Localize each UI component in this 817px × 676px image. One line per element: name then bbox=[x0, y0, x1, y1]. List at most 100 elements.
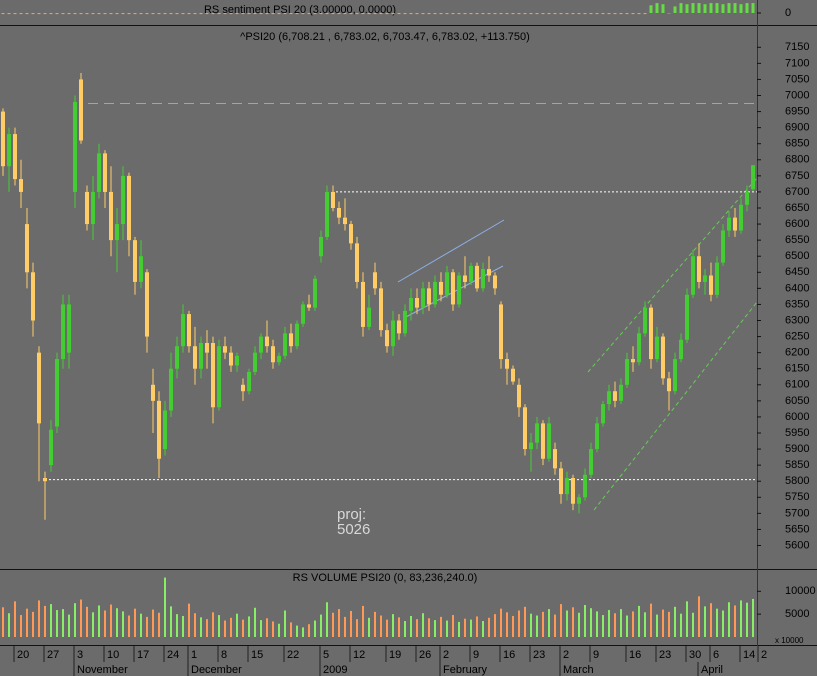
bar bbox=[728, 602, 730, 637]
bar bbox=[404, 621, 406, 637]
bar bbox=[607, 13, 611, 15]
bar bbox=[68, 614, 70, 637]
candle-body bbox=[193, 346, 197, 369]
candle-body bbox=[403, 310, 407, 334]
bar bbox=[596, 611, 598, 637]
month-label: March bbox=[563, 664, 594, 676]
bar bbox=[542, 611, 544, 637]
bar bbox=[14, 601, 16, 637]
candle-body bbox=[727, 217, 731, 231]
candle-body bbox=[91, 191, 95, 225]
y-tick-label: 5700 bbox=[785, 507, 809, 519]
candle-body bbox=[691, 256, 695, 295]
bar bbox=[488, 617, 490, 637]
annotation: proj: bbox=[337, 506, 366, 523]
candle-body bbox=[679, 339, 683, 360]
bar bbox=[356, 619, 358, 637]
bar bbox=[679, 3, 683, 13]
bar bbox=[715, 3, 719, 13]
bar bbox=[79, 13, 83, 15]
bar bbox=[398, 617, 400, 637]
x-tick-label: 14 bbox=[743, 649, 755, 661]
candle-body bbox=[97, 153, 101, 192]
candle-body bbox=[721, 230, 725, 263]
candle-body bbox=[649, 307, 653, 360]
bar bbox=[139, 13, 143, 15]
candle-body bbox=[511, 368, 515, 382]
bar bbox=[631, 13, 635, 15]
annotation: 5026 bbox=[337, 521, 370, 538]
candle-body bbox=[283, 333, 287, 356]
candle-body bbox=[541, 423, 545, 459]
x-tick-label: 5 bbox=[323, 649, 329, 661]
candle-body bbox=[709, 275, 713, 295]
candle-body bbox=[505, 359, 509, 369]
bar bbox=[452, 615, 454, 637]
bar bbox=[698, 596, 700, 637]
bar bbox=[457, 13, 461, 15]
candle-body bbox=[637, 333, 641, 363]
candle-body bbox=[49, 429, 53, 466]
bar bbox=[331, 13, 335, 15]
bar bbox=[583, 13, 587, 15]
bar bbox=[188, 603, 190, 637]
candle-body bbox=[571, 478, 575, 504]
bar bbox=[553, 13, 557, 15]
x-tick-label: 19 bbox=[389, 649, 401, 661]
bar bbox=[278, 623, 280, 637]
bar bbox=[308, 624, 310, 637]
bar bbox=[193, 13, 197, 15]
candle-body bbox=[295, 323, 299, 347]
x-tick-label: 23 bbox=[533, 649, 545, 661]
bar bbox=[733, 3, 737, 13]
candle-body bbox=[535, 423, 539, 443]
bar bbox=[433, 13, 437, 15]
bar bbox=[697, 3, 701, 13]
bar bbox=[362, 605, 364, 637]
bar bbox=[482, 621, 484, 637]
candle-body bbox=[457, 275, 461, 305]
candle-body bbox=[67, 304, 71, 353]
bar bbox=[199, 13, 203, 15]
bar bbox=[283, 13, 287, 15]
candle-body bbox=[211, 343, 215, 408]
bar bbox=[212, 612, 214, 637]
candle-body bbox=[379, 288, 383, 331]
candle-body bbox=[493, 275, 497, 289]
candle-body bbox=[427, 288, 431, 305]
candle-body bbox=[355, 243, 359, 282]
bar bbox=[476, 616, 478, 637]
y-tick-label: 5750 bbox=[785, 491, 809, 503]
candle-body bbox=[163, 410, 167, 450]
bar bbox=[602, 615, 604, 637]
y-tick-label: 6850 bbox=[785, 138, 809, 150]
bar bbox=[554, 614, 556, 637]
bar bbox=[373, 13, 377, 15]
bar bbox=[445, 13, 449, 15]
candle-body bbox=[559, 468, 563, 495]
bar bbox=[703, 4, 707, 13]
bar bbox=[289, 13, 293, 15]
bar bbox=[302, 627, 304, 637]
bar bbox=[332, 612, 334, 637]
candle-body bbox=[469, 265, 473, 282]
x-tick-label: 26 bbox=[419, 649, 431, 661]
bar bbox=[626, 615, 628, 637]
bar bbox=[668, 611, 670, 637]
y-tick-label: 10000 bbox=[785, 585, 816, 597]
x-tick-label: 27 bbox=[47, 649, 59, 661]
candle-body bbox=[43, 478, 47, 482]
candle-body bbox=[121, 175, 125, 225]
y-tick-label: 6950 bbox=[785, 105, 809, 117]
bar bbox=[25, 13, 29, 15]
bar bbox=[751, 3, 755, 13]
candle-body bbox=[247, 371, 251, 392]
sentiment-title: RS sentiment PSI 20 (3.00000, 0.0000) bbox=[204, 4, 396, 16]
bar bbox=[523, 13, 527, 15]
bar bbox=[686, 601, 688, 637]
bar bbox=[97, 13, 101, 15]
candle-body bbox=[79, 79, 83, 141]
bar bbox=[427, 13, 431, 15]
candle-body bbox=[703, 275, 707, 282]
bar bbox=[590, 608, 592, 637]
